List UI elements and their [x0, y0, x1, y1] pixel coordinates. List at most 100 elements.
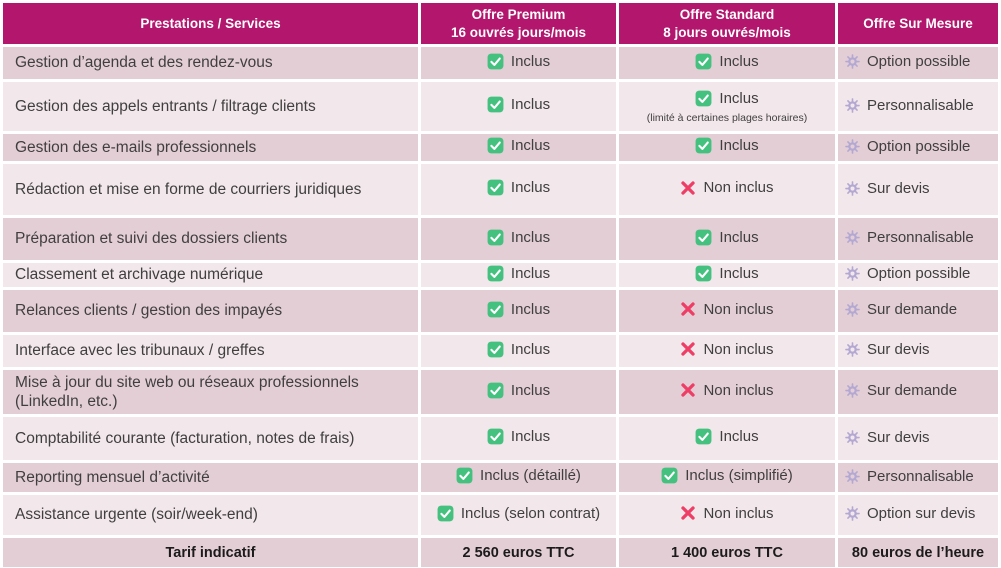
status-label: Inclus: [510, 340, 551, 358]
sur-mesure-cell: Option sur devis: [838, 495, 998, 536]
table-row: Interface avec les tribunaux / greffes In…: [3, 335, 998, 368]
check-icon: [487, 179, 504, 196]
status-cell: Inclus: [421, 417, 616, 461]
sur-mesure-label: Sur devis: [867, 428, 930, 446]
check-icon: [695, 428, 712, 445]
status-label: Inclus: [719, 264, 759, 282]
check-icon: [487, 428, 504, 445]
status-label: Inclus: [719, 428, 759, 446]
standard-price: 1 400 euros TTC: [619, 538, 835, 568]
column-header-premium: Offre Premium 16 ouvrés jours/mois: [421, 3, 616, 45]
status-cell: Inclus: [619, 263, 835, 288]
table-row: Reporting mensuel d’activité Inclus (déta…: [3, 463, 998, 493]
check-icon: [487, 341, 504, 358]
status-note: (limité à certaines plages horaires): [646, 111, 808, 124]
service-name-cell: Mise à jour du site web ou réseaux profe…: [3, 370, 418, 415]
cross-icon: [680, 301, 696, 317]
tarif-indicatif-label: Tarif indicatif: [3, 538, 418, 568]
status-label: Inclus: [510, 264, 551, 282]
status-label: Non inclus: [703, 340, 774, 358]
premium-price: 2 560 euros TTC: [421, 538, 616, 568]
standard-title: Offre Standard: [679, 7, 775, 22]
status-label: Inclus: [510, 52, 551, 70]
premium-title: Offre Premium: [471, 7, 566, 22]
table-row: Assistance urgente (soir/week-end) Inclus…: [3, 495, 998, 536]
sur-mesure-label: Sur demande: [867, 382, 958, 400]
gear-icon: [845, 97, 860, 113]
check-icon: [456, 467, 473, 484]
column-header-sur-mesure: Offre Sur Mesure: [838, 3, 998, 45]
sur-mesure-cell: Personnalisable: [838, 82, 998, 132]
service-name-cell: Comptabilité courante (facturation, note…: [3, 417, 418, 461]
gear-icon: [845, 138, 860, 154]
footer-row: Tarif indicatif 2 560 euros TTC 1 400 eu…: [3, 538, 998, 568]
check-icon: [695, 265, 712, 282]
status-cell: Inclus: [421, 134, 616, 162]
check-icon: [695, 90, 712, 107]
service-name-cell: Interface avec les tribunaux / greffes: [3, 335, 418, 368]
check-icon: [695, 53, 712, 70]
header-row: Prestations / Services Offre Premium 16 …: [3, 3, 998, 45]
status-label: Inclus: [510, 96, 551, 114]
service-name-cell: Reporting mensuel d’activité: [3, 463, 418, 493]
status-cell: Inclus: [421, 47, 616, 80]
status-cell: Inclus: [421, 218, 616, 261]
check-icon: [487, 229, 504, 246]
status-label: Inclus: [719, 228, 759, 246]
status-cell: Inclus: [421, 370, 616, 415]
sur-mesure-label: Option possible: [867, 53, 971, 71]
sur-mesure-label: Personnalisable: [867, 467, 974, 485]
check-icon: [487, 382, 504, 399]
gear-icon: [845, 266, 860, 281]
status-cell: Inclus: [421, 290, 616, 333]
sur-mesure-cell: Sur devis: [838, 164, 998, 216]
sur-mesure-cell: Sur devis: [838, 417, 998, 461]
cross-icon: [680, 382, 696, 398]
service-name-cell: Relances clients / gestion des impayés: [3, 290, 418, 333]
gear-icon: [845, 429, 860, 445]
status-label: Non inclus: [703, 504, 774, 522]
sur-mesure-cell: Personnalisable: [838, 463, 998, 493]
status-cell: Inclus: [619, 218, 835, 261]
table-row: Gestion des e-mails professionnels Inclus…: [3, 134, 998, 162]
check-icon: [487, 301, 504, 318]
service-name-cell: Gestion des appels entrants / filtrage c…: [3, 82, 418, 132]
status-cell: Non inclus: [619, 335, 835, 368]
status-label: Inclus: [719, 52, 759, 70]
status-label: Inclus: [510, 381, 551, 399]
status-label: Inclus: [510, 137, 551, 155]
status-cell: Inclus (limité à certaines plages horaire…: [619, 82, 835, 132]
status-label: Inclus (selon contrat): [460, 504, 601, 522]
sur-mesure-price: 80 euros de l’heure: [838, 538, 998, 568]
gear-icon: [845, 54, 860, 69]
status-label: Non inclus: [703, 179, 774, 197]
table-row: Relances clients / gestion des impayés In…: [3, 290, 998, 333]
cross-icon: [680, 505, 696, 521]
status-label: Inclus: [719, 137, 759, 155]
gear-icon: [845, 468, 860, 484]
sur-mesure-label: Option possible: [867, 265, 971, 283]
gear-icon: [845, 302, 860, 317]
sur-mesure-label: Personnalisable: [867, 229, 974, 247]
sur-mesure-cell: Option possible: [838, 134, 998, 162]
status-cell: Non inclus: [619, 495, 835, 536]
sur-mesure-label: Option possible: [867, 137, 971, 155]
status-cell: Inclus (selon contrat): [421, 495, 616, 536]
gear-icon: [845, 506, 860, 521]
sur-mesure-cell: Personnalisable: [838, 218, 998, 261]
status-label: Inclus: [510, 179, 551, 197]
sur-mesure-label: Sur devis: [867, 341, 930, 359]
standard-subtitle: 8 jours ouvrés/mois: [663, 24, 791, 40]
check-icon: [487, 96, 504, 113]
status-label: Non inclus: [703, 300, 774, 318]
gear-icon: [845, 180, 860, 196]
sur-mesure-cell: Option possible: [838, 47, 998, 80]
sur-mesure-cell: Sur demande: [838, 370, 998, 415]
check-icon: [661, 467, 678, 484]
status-label: Non inclus: [703, 381, 774, 399]
check-icon: [437, 505, 454, 522]
table-row: Classement et archivage numérique Inclus I…: [3, 263, 998, 288]
service-name-cell: Gestion des e-mails professionnels: [3, 134, 418, 162]
status-cell: Inclus: [421, 263, 616, 288]
